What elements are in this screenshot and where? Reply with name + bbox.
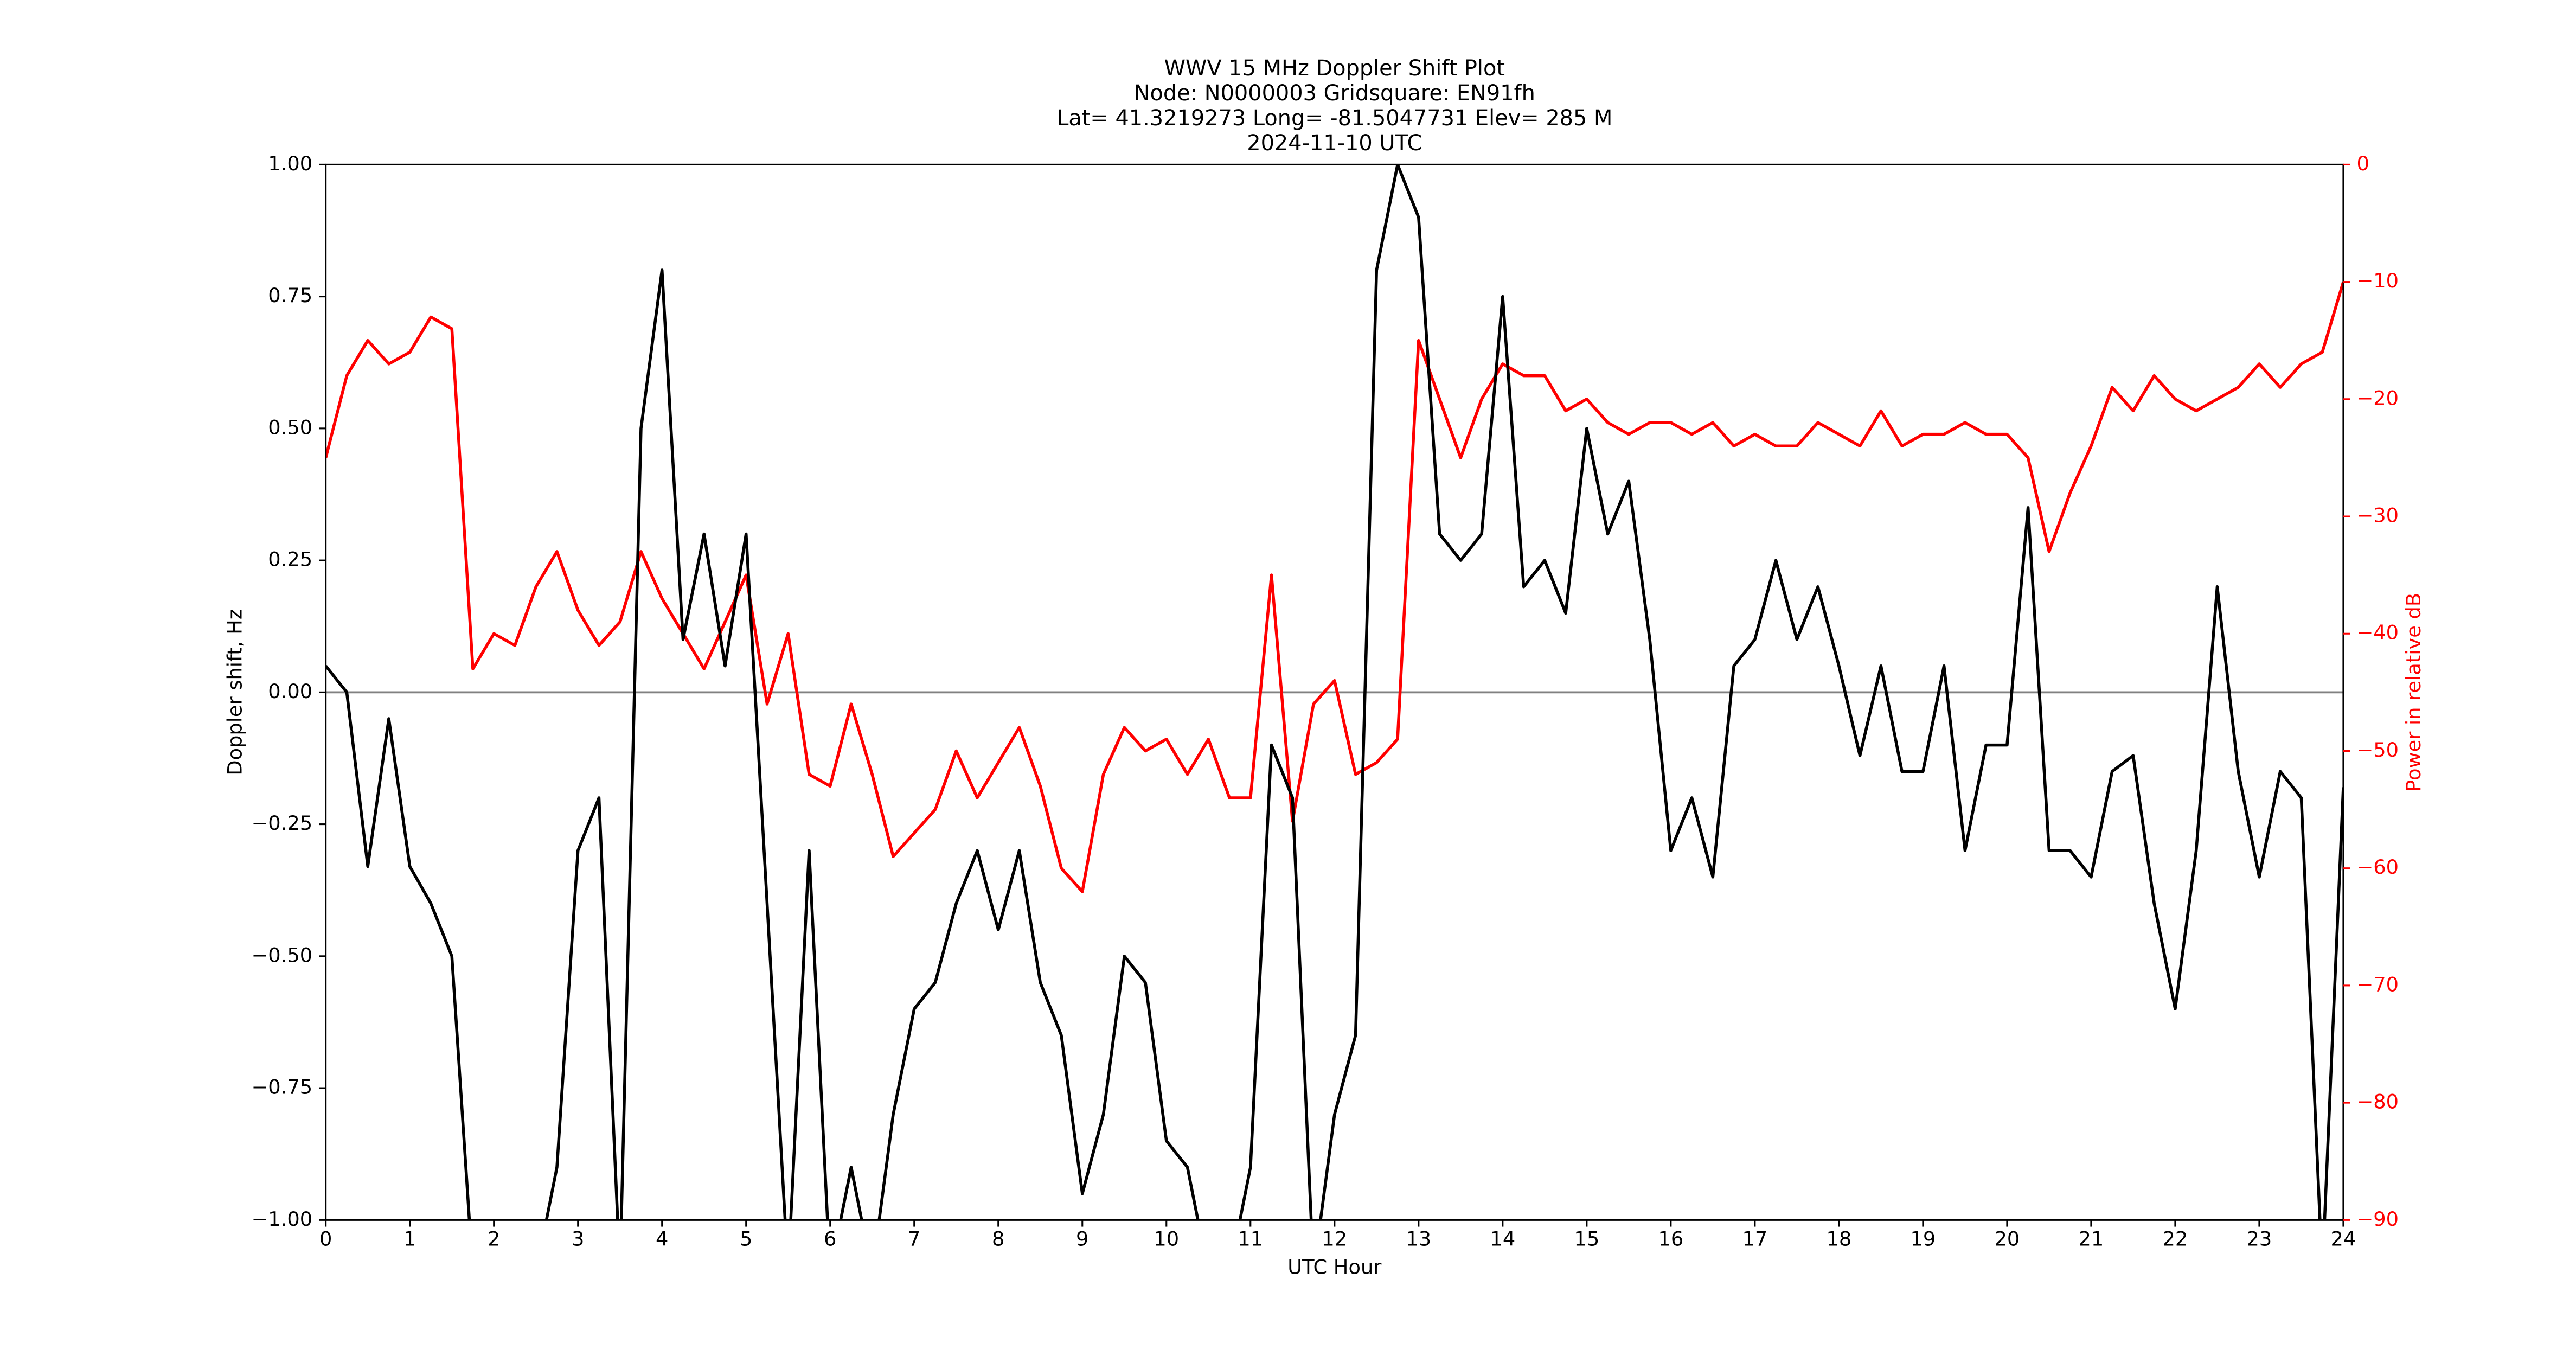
y2-tick-label: −50 [2356,738,2399,762]
y2-tick-label: 0 [2356,152,2369,175]
x-tick-label: 17 [1742,1227,1767,1251]
plot-area [325,164,2343,1220]
y2-tick-label: −40 [2356,621,2399,644]
x-axis-label: UTC Hour [1287,1256,1382,1279]
x-tick-label: 22 [2163,1227,2188,1251]
y-tick-label: −1.00 [251,1207,312,1231]
y2-tick-label: −70 [2356,973,2399,996]
y-tick-label: 0.25 [268,548,312,571]
x-tick-label: 19 [1910,1227,1936,1251]
y-tick-label: 1.00 [268,152,312,175]
x-tick-label: 6 [824,1227,836,1251]
x-tick-label: 10 [1154,1227,1179,1251]
y-tick-label: −0.25 [251,811,312,835]
y2-tick-label: −80 [2356,1090,2399,1114]
y-tick-label: −0.75 [251,1076,312,1099]
x-tick-label: 11 [1238,1227,1263,1251]
x-tick-label: 24 [2331,1227,2356,1251]
data-line [325,281,2343,893]
x-tick-label: 8 [992,1227,1004,1251]
x-tick-label: 3 [572,1227,584,1251]
chart-subtitle: Node: N0000003 Gridsquare: EN91fh [1134,81,1535,106]
y-tick-label: 0.50 [268,415,312,439]
x-tick-label: 13 [1406,1227,1431,1251]
chart-title: WWV 15 MHz Doppler Shift Plot [1164,56,1505,81]
x-tick-label: 21 [2079,1227,2104,1251]
y2-tick-label: −60 [2356,855,2399,879]
x-tick-label: 16 [1658,1227,1683,1251]
x-tick-label: 0 [319,1227,332,1251]
y2-axis-label: Power in relative dB [2402,593,2425,792]
x-tick-label: 14 [1490,1227,1515,1251]
x-tick-label: 9 [1076,1227,1088,1251]
x-tick-label: 15 [1574,1227,1599,1251]
x-tick-label: 23 [2247,1227,2272,1251]
y2-tick-label: −30 [2356,504,2399,527]
x-tick-label: 7 [908,1227,920,1251]
chart-subtitle: 2024-11-10 UTC [1247,131,1422,156]
y-axis-label: Doppler shift, Hz [223,609,247,776]
x-tick-label: 12 [1322,1227,1347,1251]
y2-tick-label: −10 [2356,269,2399,292]
y2-tick-label: −20 [2356,386,2399,410]
x-tick-label: 1 [403,1227,416,1251]
x-tick-label: 2 [488,1227,500,1251]
y-tick-label: 0.00 [268,680,312,703]
x-tick-label: 20 [1994,1227,2020,1251]
x-tick-label: 5 [740,1227,752,1251]
chart-subtitle: Lat= 41.3219273 Long= -81.5047731 Elev= … [1056,106,1612,131]
y2-tick-label: −90 [2356,1207,2399,1231]
x-tick-label: 4 [656,1227,668,1251]
data-line [325,164,2343,1220]
y-tick-label: −0.50 [251,943,312,967]
x-tick-label: 18 [1826,1227,1851,1251]
y-tick-label: 0.75 [268,284,312,307]
